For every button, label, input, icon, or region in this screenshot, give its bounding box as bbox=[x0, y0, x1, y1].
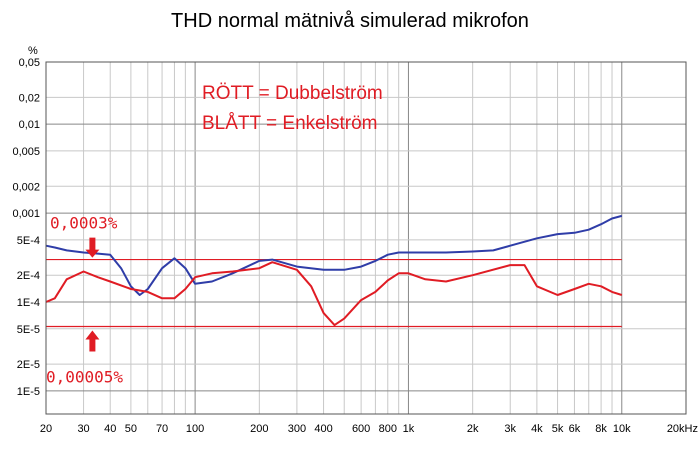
y-tick-label: 0,005 bbox=[12, 146, 40, 158]
reference-label-lower: 0,00005% bbox=[46, 368, 123, 387]
y-tick-label: 2E-5 bbox=[17, 359, 40, 371]
y-tick-label: 1E-5 bbox=[17, 386, 40, 398]
x-tick-label: 4k bbox=[531, 423, 543, 435]
series-lines bbox=[45, 214, 623, 327]
x-tick-label: 200 bbox=[250, 423, 268, 435]
annotations: 0,0003% 0,00005% bbox=[46, 214, 123, 387]
reference-lines bbox=[46, 258, 622, 328]
series-line-blue bbox=[45, 214, 623, 296]
y-tick-labels: 0,05 0,02 0,01 0,005 0,002 0,001 5E-4 2E-4 1E-4 5… bbox=[12, 57, 40, 398]
y-tick-label: 5E-5 bbox=[17, 324, 40, 336]
x-tick-labels: 20 30 40 50 70 100 200 300 400 600 800 1k 2k 3k 4k 5k 6k… bbox=[40, 423, 698, 435]
x-tick-label: 2k bbox=[467, 423, 479, 435]
y-tick-label: 1E-4 bbox=[17, 297, 40, 309]
x-tick-label: 300 bbox=[288, 423, 306, 435]
x-tick-label: 100 bbox=[186, 423, 204, 435]
plot-border bbox=[45, 61, 687, 415]
x-tick-label: 70 bbox=[156, 423, 168, 435]
x-tick-label: 1k bbox=[403, 423, 415, 435]
x-tick-label: 8k bbox=[595, 423, 607, 435]
legend-blue: BLÅTT = Enkelström bbox=[202, 113, 377, 134]
x-tick-label: 3k bbox=[504, 423, 516, 435]
y-axis-unit: % bbox=[28, 45, 38, 57]
grid bbox=[46, 61, 686, 414]
y-tick-label: 0,001 bbox=[12, 208, 40, 220]
series-line-red bbox=[45, 261, 623, 327]
x-tick-label: 800 bbox=[379, 423, 397, 435]
x-tick-label: 30 bbox=[77, 423, 89, 435]
y-tick-label: 0,01 bbox=[19, 119, 40, 131]
reference-label-upper: 0,0003% bbox=[50, 214, 118, 233]
plot-area bbox=[46, 62, 686, 414]
y-tick-label: 2E-4 bbox=[17, 270, 40, 282]
x-tick-label: 50 bbox=[125, 423, 137, 435]
y-tick-label: 0,002 bbox=[12, 181, 40, 193]
arrow-up-icon bbox=[85, 330, 100, 352]
x-tick-label: 5k bbox=[552, 423, 564, 435]
y-tick-label: 5E-4 bbox=[17, 235, 40, 247]
x-tick-label: 20 bbox=[40, 423, 52, 435]
x-tick-label: 400 bbox=[314, 423, 332, 435]
x-tick-label: 600 bbox=[352, 423, 370, 435]
x-tick-label: 10k bbox=[613, 423, 631, 435]
x-tick-label: 20kHz bbox=[667, 423, 698, 435]
x-tick-label: 40 bbox=[104, 423, 116, 435]
chart-title: THD normal mätnivå simulerad mikrofon bbox=[171, 10, 529, 32]
x-tick-label: 6k bbox=[569, 423, 581, 435]
y-tick-label: 0,02 bbox=[19, 92, 40, 104]
arrow-down-icon bbox=[85, 237, 100, 258]
legend-red: RÖTT = Dubbelström bbox=[202, 83, 383, 104]
y-tick-label: 0,05 bbox=[19, 57, 40, 69]
